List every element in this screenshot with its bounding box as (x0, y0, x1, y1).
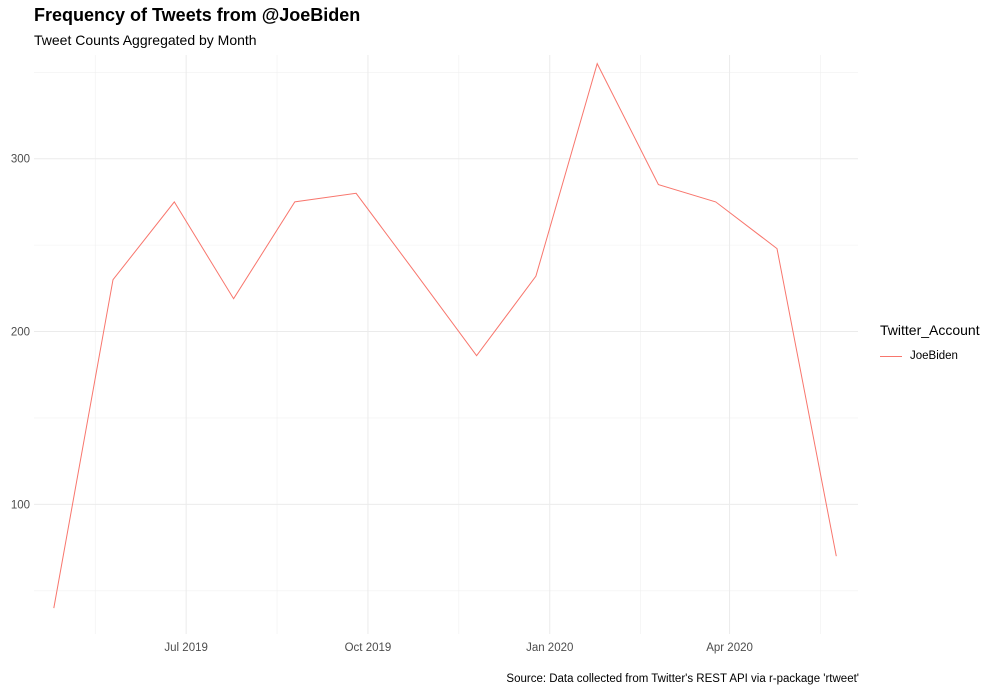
x-tick-label: Jul 2019 (164, 642, 207, 654)
chart-subtitle: Tweet Counts Aggregated by Month (34, 32, 257, 48)
legend-label: JoeBiden (910, 350, 958, 362)
grid-major (34, 55, 858, 634)
series-line-joebiden (53, 62, 837, 609)
y-tick-label: 300 (11, 154, 30, 166)
legend-key-line (880, 355, 902, 357)
grid-minor (34, 55, 858, 634)
legend-item-joebiden: JoeBiden (880, 350, 958, 362)
chart-title: Frequency of Tweets from @JoeBiden (34, 5, 361, 25)
chart-caption: Source: Data collected from Twitter's RE… (506, 673, 859, 685)
x-tick-label: Apr 2020 (706, 642, 753, 654)
series-layer (53, 62, 837, 609)
y-tick-label: 200 (11, 327, 30, 339)
x-tick-label: Oct 2019 (345, 642, 392, 654)
axis-ticks: Jul 2019 Oct 2019 Jan 2020 Apr 2020 100 200 30… (11, 154, 753, 654)
legend-title: Twitter_Account (880, 322, 980, 338)
x-tick-label: Jan 2020 (526, 642, 573, 654)
y-tick-label: 100 (11, 499, 30, 511)
